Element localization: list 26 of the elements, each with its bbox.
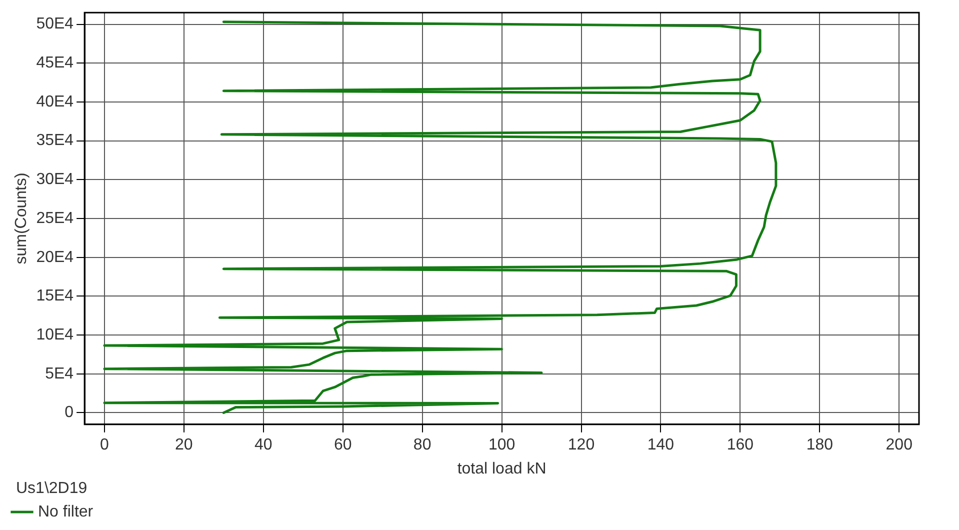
- y-tick-label: 5E4: [45, 365, 74, 382]
- y-tick-label: 0: [64, 404, 74, 422]
- x-tick-label: 200: [886, 436, 913, 454]
- y-tick-label: 40E4: [36, 93, 74, 110]
- y-tick-label: 20E4: [36, 248, 74, 266]
- y-tick-label: 10E4: [36, 326, 74, 344]
- y-tick-label: 45E4: [36, 54, 74, 72]
- y-axis-title: sum(Counts): [13, 172, 30, 264]
- y-tick-label: 30E4: [36, 171, 74, 188]
- x-tick-label: 0: [100, 436, 109, 454]
- legend-label: No filter: [38, 503, 94, 520]
- x-tick-label: 140: [647, 436, 674, 454]
- y-tick-label: 25E4: [36, 210, 74, 227]
- x-axis-title: total load kN: [457, 460, 546, 478]
- y-tick-label: 50E4: [36, 16, 74, 33]
- y-tick-label: 35E4: [36, 132, 74, 150]
- x-tick-label: 180: [806, 436, 834, 454]
- x-tick-label: 160: [726, 436, 754, 454]
- x-tick-label: 40: [254, 436, 272, 454]
- x-tick-label: 60: [334, 436, 352, 454]
- legend-title: Us1\2D19: [16, 480, 88, 498]
- x-tick-label: 120: [568, 436, 595, 454]
- y-tick-label: 15E4: [36, 288, 74, 305]
- x-tick-label: 80: [413, 436, 432, 454]
- x-tick-label: 20: [175, 436, 193, 454]
- x-tick-label: 100: [488, 436, 516, 454]
